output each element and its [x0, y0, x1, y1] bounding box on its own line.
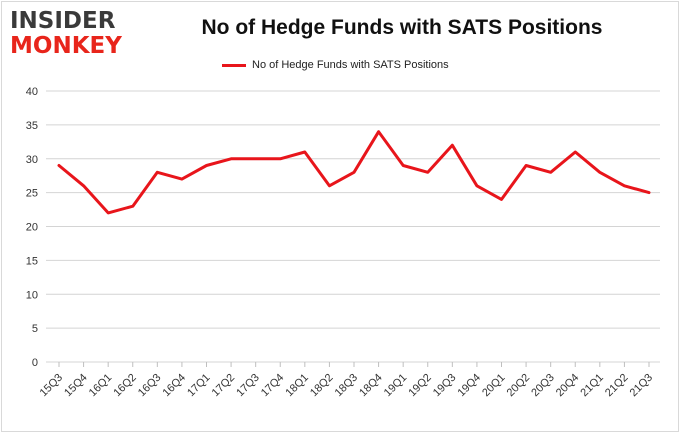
x-tick-label: 18Q2 [308, 372, 336, 400]
x-tick-label: 20Q2 [505, 372, 533, 400]
legend-swatch [222, 63, 246, 67]
x-tick-label: 20Q4 [554, 372, 582, 400]
x-tick-label: 17Q1 [185, 372, 213, 400]
logo-line-2: MONKEY [10, 33, 122, 59]
y-tick-label: 5 [32, 323, 38, 335]
x-tick-label: 21Q2 [603, 372, 631, 400]
x-tick-label: 18Q4 [357, 372, 385, 400]
logo-line-1: INSIDER [10, 8, 116, 34]
x-tick-label: 20Q1 [480, 372, 508, 400]
y-tick-label: 30 [26, 154, 38, 166]
x-tick-label: 19Q1 [382, 372, 410, 400]
chart-legend: No of Hedge Funds with SATS Positions [222, 57, 449, 73]
x-tick-label: 15Q3 [38, 372, 66, 400]
x-tick-label: 16Q2 [111, 372, 139, 400]
x-tick-label: 16Q3 [136, 372, 164, 400]
x-tick-label: 20Q3 [529, 372, 557, 400]
y-tick-label: 10 [26, 289, 38, 301]
x-tick-label: 15Q4 [62, 372, 90, 400]
x-tick-label: 21Q1 [578, 372, 606, 400]
x-tick-label: 21Q3 [628, 372, 656, 400]
insider-monkey-logo: INSIDER MONKEY [10, 8, 130, 64]
x-tick-label: 18Q1 [283, 372, 311, 400]
x-tick-label: 17Q4 [259, 372, 287, 400]
y-tick-label: 0 [32, 357, 38, 369]
x-tick-label: 16Q4 [161, 372, 189, 400]
y-tick-label: 20 [26, 222, 38, 234]
chart-title: No of Hedge Funds with SATS Positions [201, 16, 603, 39]
x-tick-label: 17Q2 [210, 372, 238, 400]
x-tick-label: 18Q3 [333, 372, 361, 400]
x-tick-label: 19Q2 [406, 372, 434, 400]
y-tick-label: 25 [26, 188, 38, 200]
legend-label: No of Hedge Funds with SATS Positions [252, 59, 449, 71]
x-tick-label: 19Q4 [456, 372, 484, 400]
x-tick-label: 16Q1 [87, 372, 115, 400]
y-tick-label: 40 [26, 86, 38, 98]
y-tick-label: 35 [26, 120, 38, 132]
y-tick-label: 15 [26, 255, 38, 267]
x-tick-label: 17Q3 [234, 372, 262, 400]
x-tick-label: 19Q3 [431, 372, 459, 400]
